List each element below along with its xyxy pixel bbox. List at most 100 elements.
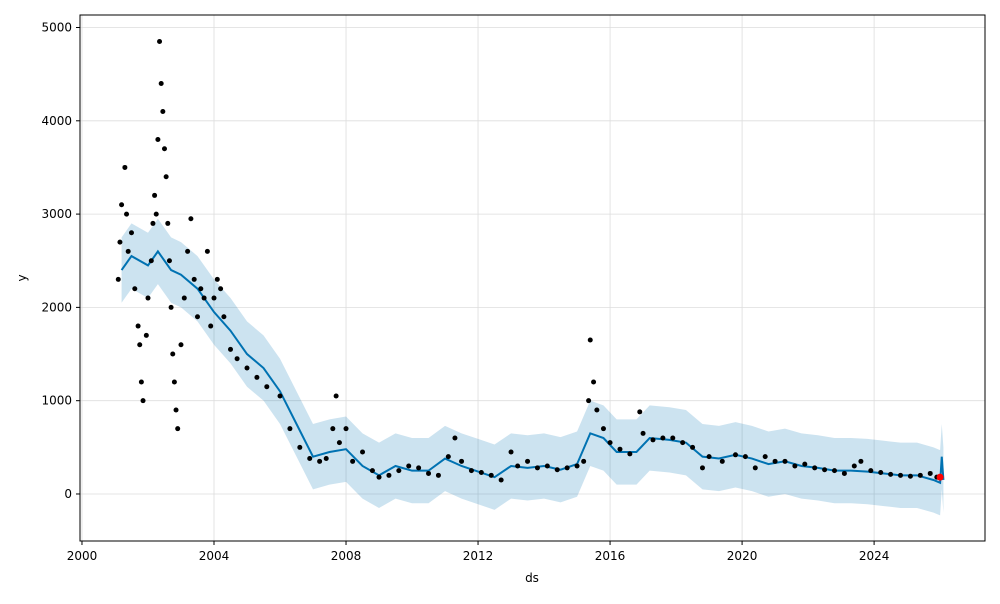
data-point: [600, 426, 606, 432]
data-point: [690, 444, 696, 450]
data-point: [244, 365, 250, 371]
data-point: [117, 239, 123, 245]
y-tick-label: 1000: [41, 394, 72, 408]
data-point: [185, 248, 191, 254]
data-point: [772, 458, 778, 464]
data-point: [650, 437, 656, 443]
data-point: [287, 426, 293, 432]
data-point: [742, 454, 748, 460]
data-point: [706, 454, 712, 460]
data-point: [148, 258, 154, 264]
data-point: [161, 146, 167, 152]
data-point: [406, 463, 412, 469]
data-point: [198, 286, 204, 292]
data-point: [594, 407, 600, 413]
data-point: [376, 474, 382, 480]
data-point: [831, 468, 837, 474]
x-tick-label: 2016: [595, 549, 626, 563]
data-point: [188, 216, 194, 222]
data-point: [194, 314, 200, 320]
data-point: [488, 472, 494, 478]
data-point: [660, 435, 666, 441]
data-point: [155, 136, 161, 142]
data-point: [426, 470, 432, 476]
data-point: [525, 458, 531, 464]
data-point: [680, 440, 686, 446]
data-point: [732, 452, 738, 458]
data-point: [564, 465, 570, 471]
data-point: [317, 458, 323, 464]
data-point: [544, 463, 550, 469]
data-point: [435, 472, 441, 478]
x-tick-label: 2024: [859, 549, 890, 563]
data-point: [498, 477, 504, 483]
data-point: [627, 451, 633, 457]
data-point: [228, 346, 234, 352]
data-point: [173, 407, 179, 413]
data-point: [802, 461, 808, 467]
x-tick-label: 2004: [199, 549, 230, 563]
data-point: [762, 454, 768, 460]
data-point: [386, 472, 392, 478]
data-point: [898, 472, 904, 478]
data-point: [617, 446, 623, 452]
y-tick-label: 2000: [41, 300, 72, 314]
data-point: [452, 435, 458, 441]
data-point: [277, 393, 283, 399]
data-point: [254, 374, 260, 380]
data-point: [168, 304, 174, 310]
data-point: [297, 444, 303, 450]
data-point: [122, 164, 128, 170]
data-point: [175, 426, 181, 432]
data-point: [360, 449, 366, 455]
x-tick-label: 2000: [67, 549, 98, 563]
x-tick-label: 2008: [331, 549, 362, 563]
y-tick-label: 0: [64, 487, 72, 501]
data-point: [234, 356, 240, 362]
data-point: [792, 463, 798, 469]
data-point: [128, 230, 134, 236]
data-point: [574, 463, 580, 469]
data-point: [191, 276, 197, 282]
y-tick-label: 4000: [41, 114, 72, 128]
data-point: [157, 38, 163, 44]
uncertainty-band: [121, 218, 944, 516]
data-point: [587, 337, 593, 343]
data-point: [858, 458, 864, 464]
data-point: [125, 248, 131, 254]
data-point: [204, 248, 210, 254]
data-point: [132, 286, 138, 292]
data-point: [135, 323, 141, 329]
data-point: [170, 351, 176, 357]
data-point: [699, 465, 705, 471]
data-point: [137, 342, 143, 348]
plot-frame: [79, 14, 986, 542]
data-point: [581, 458, 587, 464]
data-point: [868, 468, 874, 474]
data-point: [554, 467, 560, 473]
data-point: [152, 192, 158, 198]
data-point: [160, 108, 166, 114]
data-point: [459, 458, 465, 464]
grid: [80, 15, 985, 541]
data-point: [927, 470, 933, 476]
data-point: [343, 426, 349, 432]
data-point: [163, 174, 169, 180]
data-point: [181, 295, 187, 301]
data-point: [670, 435, 676, 441]
data-point: [416, 465, 422, 471]
data-point: [140, 398, 146, 404]
data-point: [143, 332, 149, 338]
data-point: [330, 426, 336, 432]
data-point: [637, 409, 643, 415]
data-point: [178, 342, 184, 348]
data-point: [878, 470, 884, 476]
data-point: [515, 463, 521, 469]
data-point: [323, 456, 329, 462]
data-point: [214, 276, 220, 282]
data-point: [119, 202, 125, 208]
marks: [115, 38, 945, 516]
data-point: [333, 393, 339, 399]
data-point: [478, 470, 484, 476]
